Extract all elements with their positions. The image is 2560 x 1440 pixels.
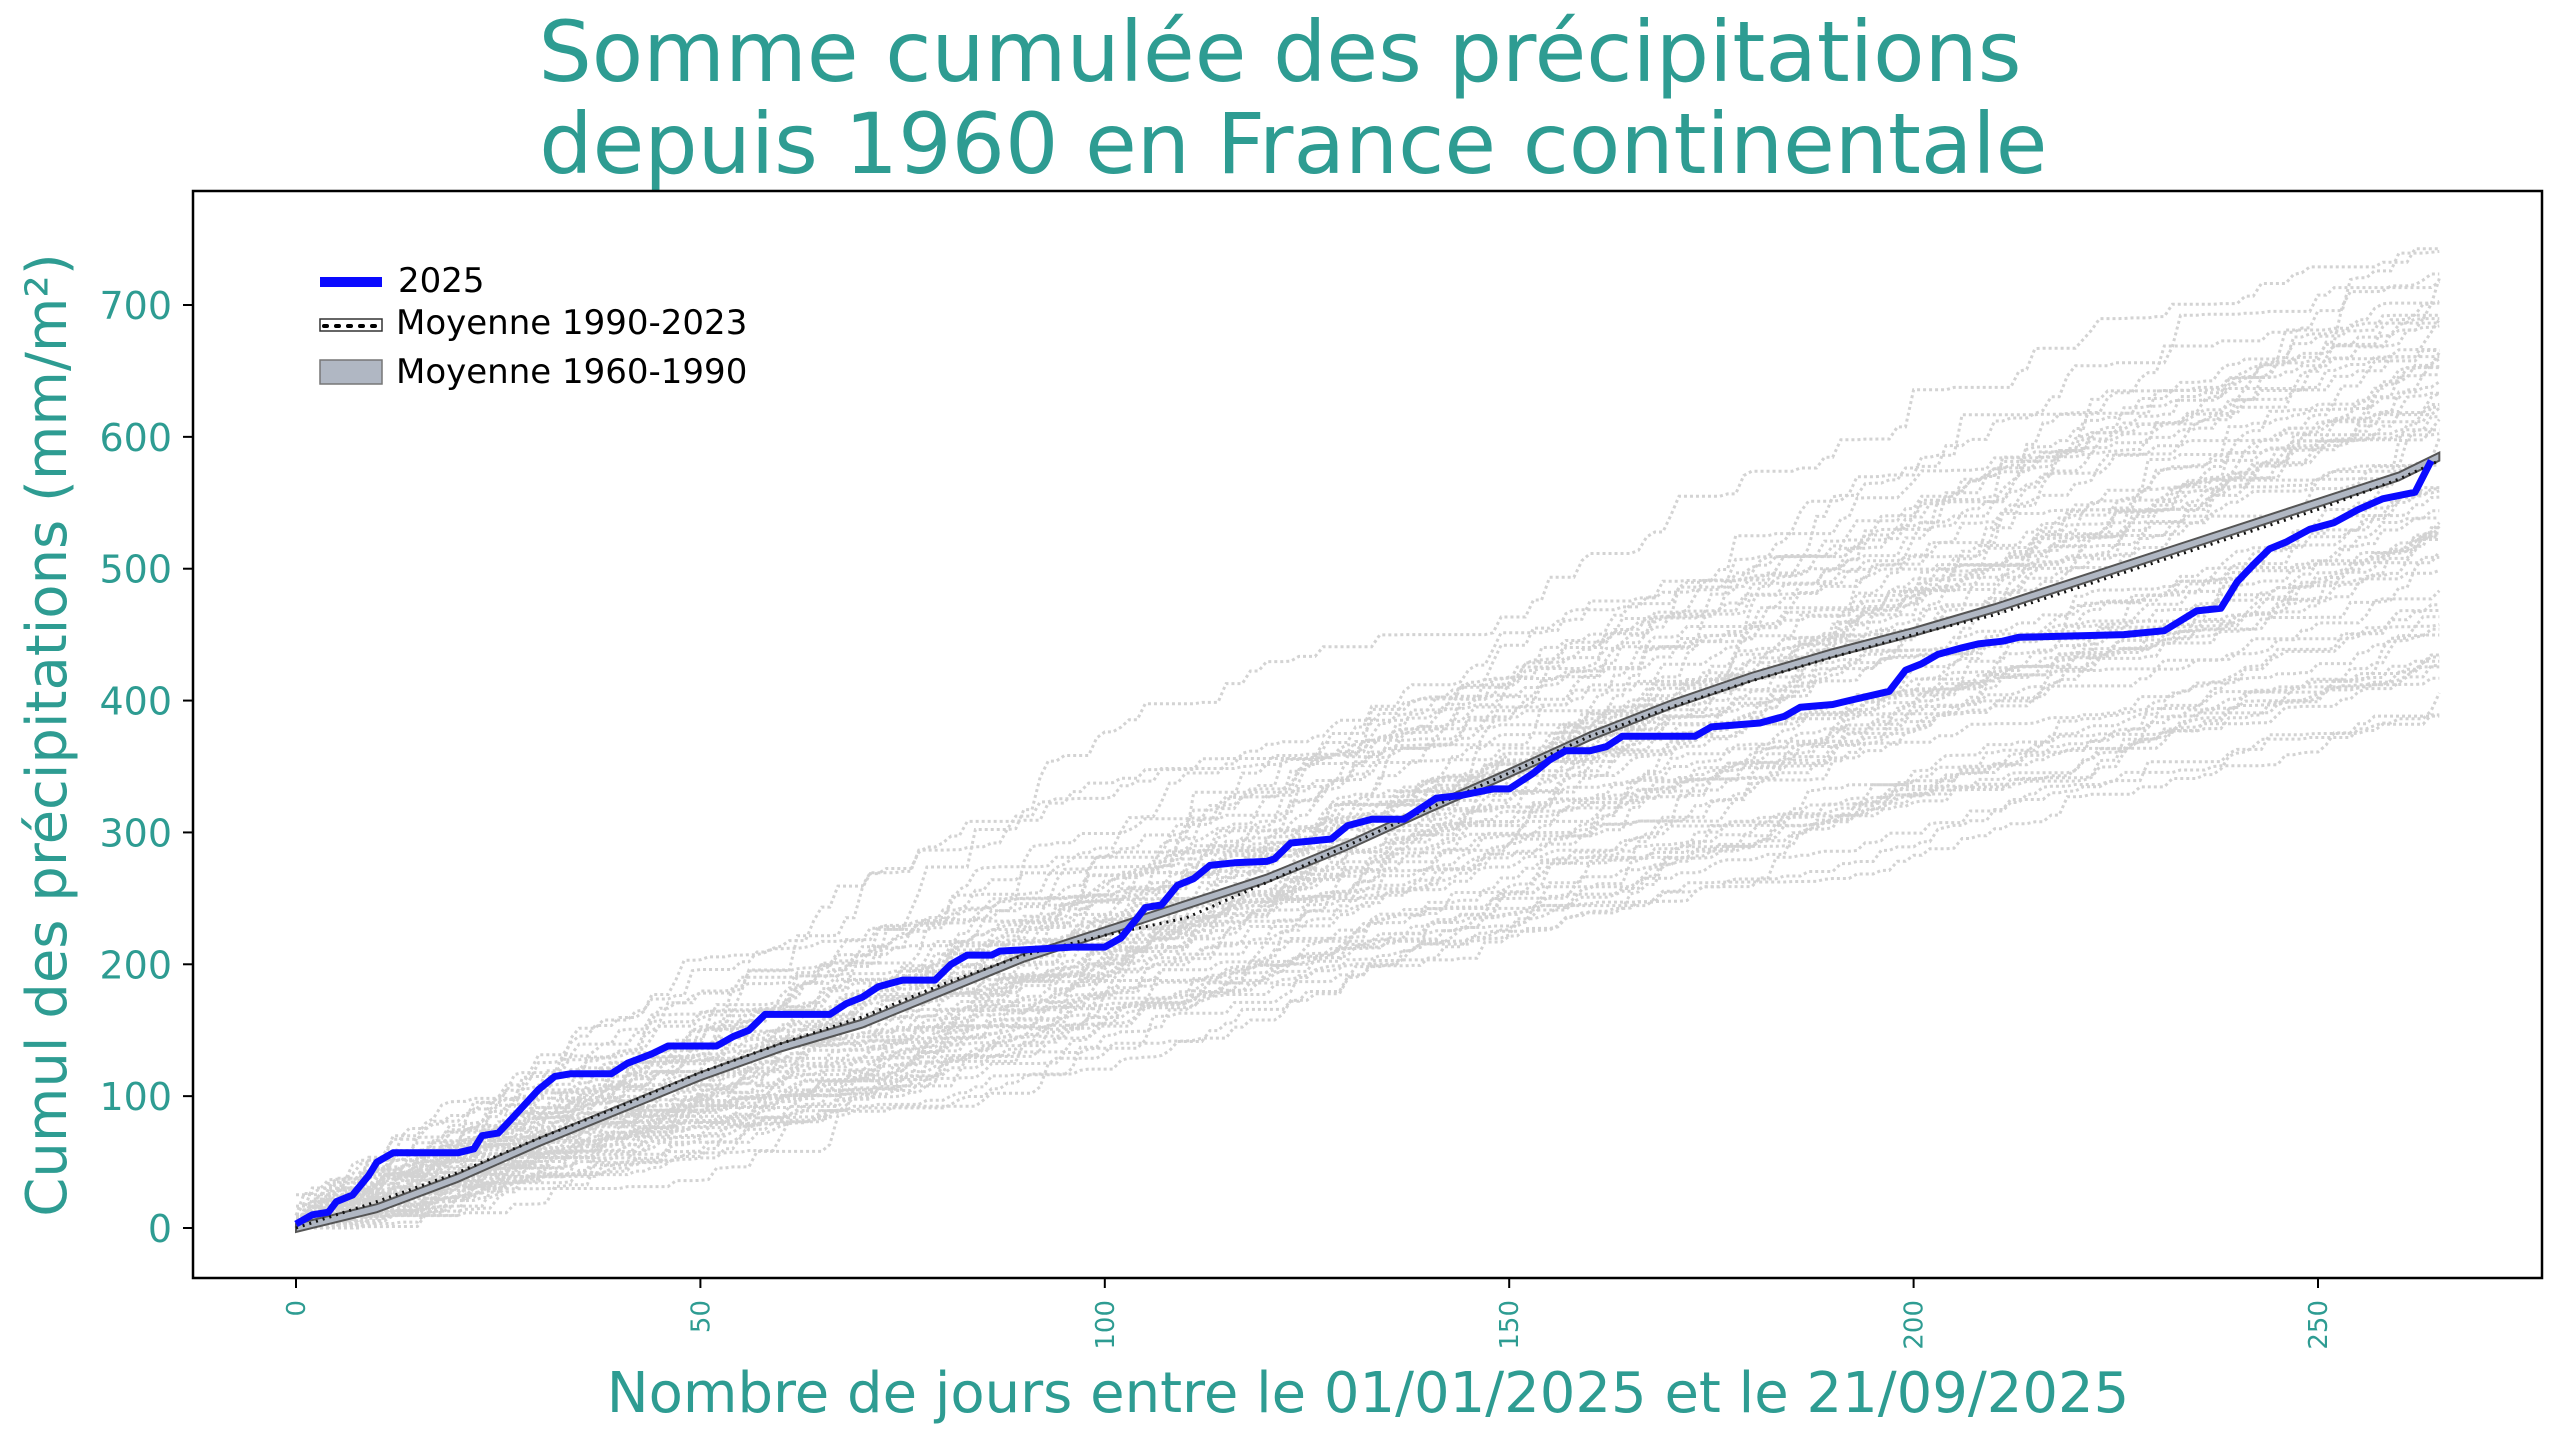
historical-year-line — [295, 665, 2440, 1230]
historical-year-line — [294, 489, 2440, 1229]
legend-label-mean-1990-2023: Moyenne 1990-2023 — [396, 303, 747, 343]
historical-year-line — [296, 623, 2440, 1230]
x-axis-label: Nombre de jours entre le 01/01/2025 et l… — [607, 1361, 2130, 1426]
x-tick-label: 250 — [2304, 1300, 2334, 1350]
y-axis-label: Cumul des précipitations (mm/m²) — [15, 253, 80, 1216]
historical-year-line — [296, 277, 2441, 1230]
x-tick-label: 200 — [1900, 1300, 1930, 1350]
historical-year-line — [296, 509, 2440, 1230]
historical-year-line — [294, 365, 2440, 1229]
historical-year-line — [296, 299, 2440, 1220]
historical-year-line — [296, 272, 2440, 1208]
y-tick-label: 0 — [148, 1207, 172, 1251]
y-tick-label: 300 — [99, 811, 172, 855]
x-tick-label: 100 — [1091, 1300, 1121, 1350]
x-tick-label: 50 — [686, 1300, 716, 1333]
historical-year-line — [295, 713, 2440, 1230]
y-tick-label: 700 — [99, 284, 172, 328]
historical-year-line — [294, 403, 2440, 1226]
y-tick-label: 100 — [99, 1075, 172, 1119]
plot-frame — [191, 189, 2544, 1280]
historical-year-line — [294, 355, 2440, 1229]
series-2025-line — [294, 459, 2435, 1228]
historical-year-line — [296, 615, 2440, 1223]
historical-year-line — [296, 714, 2440, 1230]
legend-label-2025: 2025 — [398, 261, 485, 301]
x-tick-label: 0 — [282, 1300, 312, 1317]
x-axis-ticks: 0 50 100 150 200 250 — [282, 1278, 2334, 1350]
legend-swatch-mean-1960-1990 — [319, 359, 383, 385]
y-tick-label: 600 — [99, 416, 172, 460]
historical-year-line — [296, 603, 2440, 1230]
historical-year-line — [296, 526, 2440, 1230]
historical-year-line — [296, 609, 2440, 1230]
historical-year-line — [296, 535, 2440, 1230]
y-tick-label: 400 — [99, 680, 172, 724]
historical-year-line — [296, 313, 2440, 1230]
historical-year-line — [295, 555, 2440, 1230]
historical-year-line — [294, 463, 2440, 1229]
historical-year-line — [296, 538, 2440, 1229]
historical-year-line — [296, 317, 2440, 1230]
historical-year-line — [296, 659, 2440, 1228]
chart-title-line2: depuis 1960 en France continentale — [512, 95, 2048, 193]
historical-year-line — [294, 437, 2441, 1230]
chart-title-line1: Somme cumulée des précipitations — [538, 3, 2022, 101]
legend: 2025 Moyenne 1990-2023 Moyenne 1960-1990 — [319, 261, 747, 392]
y-axis-ticks: 0 100 200 300 400 500 600 700 — [99, 284, 193, 1251]
y-tick-label: 200 — [99, 943, 172, 987]
historical-year-line — [296, 280, 2441, 1230]
historical-year-line — [296, 391, 2440, 1230]
mean-1960-1990-area — [295, 451, 2441, 1234]
historical-year-line — [296, 418, 2441, 1222]
historical-year-line — [296, 653, 2440, 1226]
historical-year-line — [296, 428, 2440, 1230]
historical-year-line — [294, 655, 2440, 1229]
historical-year-line — [295, 525, 2441, 1230]
x-tick-label: 150 — [1495, 1300, 1525, 1350]
historical-year-line — [296, 318, 2441, 1230]
mean-1960-1990-band — [295, 451, 2441, 1234]
historical-year-line — [295, 550, 2441, 1230]
historical-year-line — [295, 521, 2441, 1223]
historical-year-line — [295, 627, 2440, 1229]
historical-year-line — [296, 589, 2441, 1230]
historical-year-line — [294, 249, 2440, 1229]
legend-label-mean-1960-1990: Moyenne 1960-1990 — [396, 352, 747, 392]
historical-year-line — [296, 366, 2440, 1230]
series-2025-path — [294, 459, 2435, 1228]
historical-year-line — [296, 458, 2440, 1230]
y-tick-label: 500 — [99, 548, 172, 592]
historical-year-line — [296, 432, 2440, 1230]
historical-year-line — [296, 533, 2440, 1230]
historical-years-lines — [294, 247, 2441, 1230]
historical-year-line — [294, 391, 2440, 1229]
historical-year-line — [296, 324, 2440, 1230]
historical-year-line — [295, 516, 2440, 1230]
historical-year-line — [296, 495, 2440, 1216]
historical-year-line — [296, 348, 2440, 1218]
chart-title: Somme cumulée des précipitations depuis … — [0, 6, 2560, 190]
